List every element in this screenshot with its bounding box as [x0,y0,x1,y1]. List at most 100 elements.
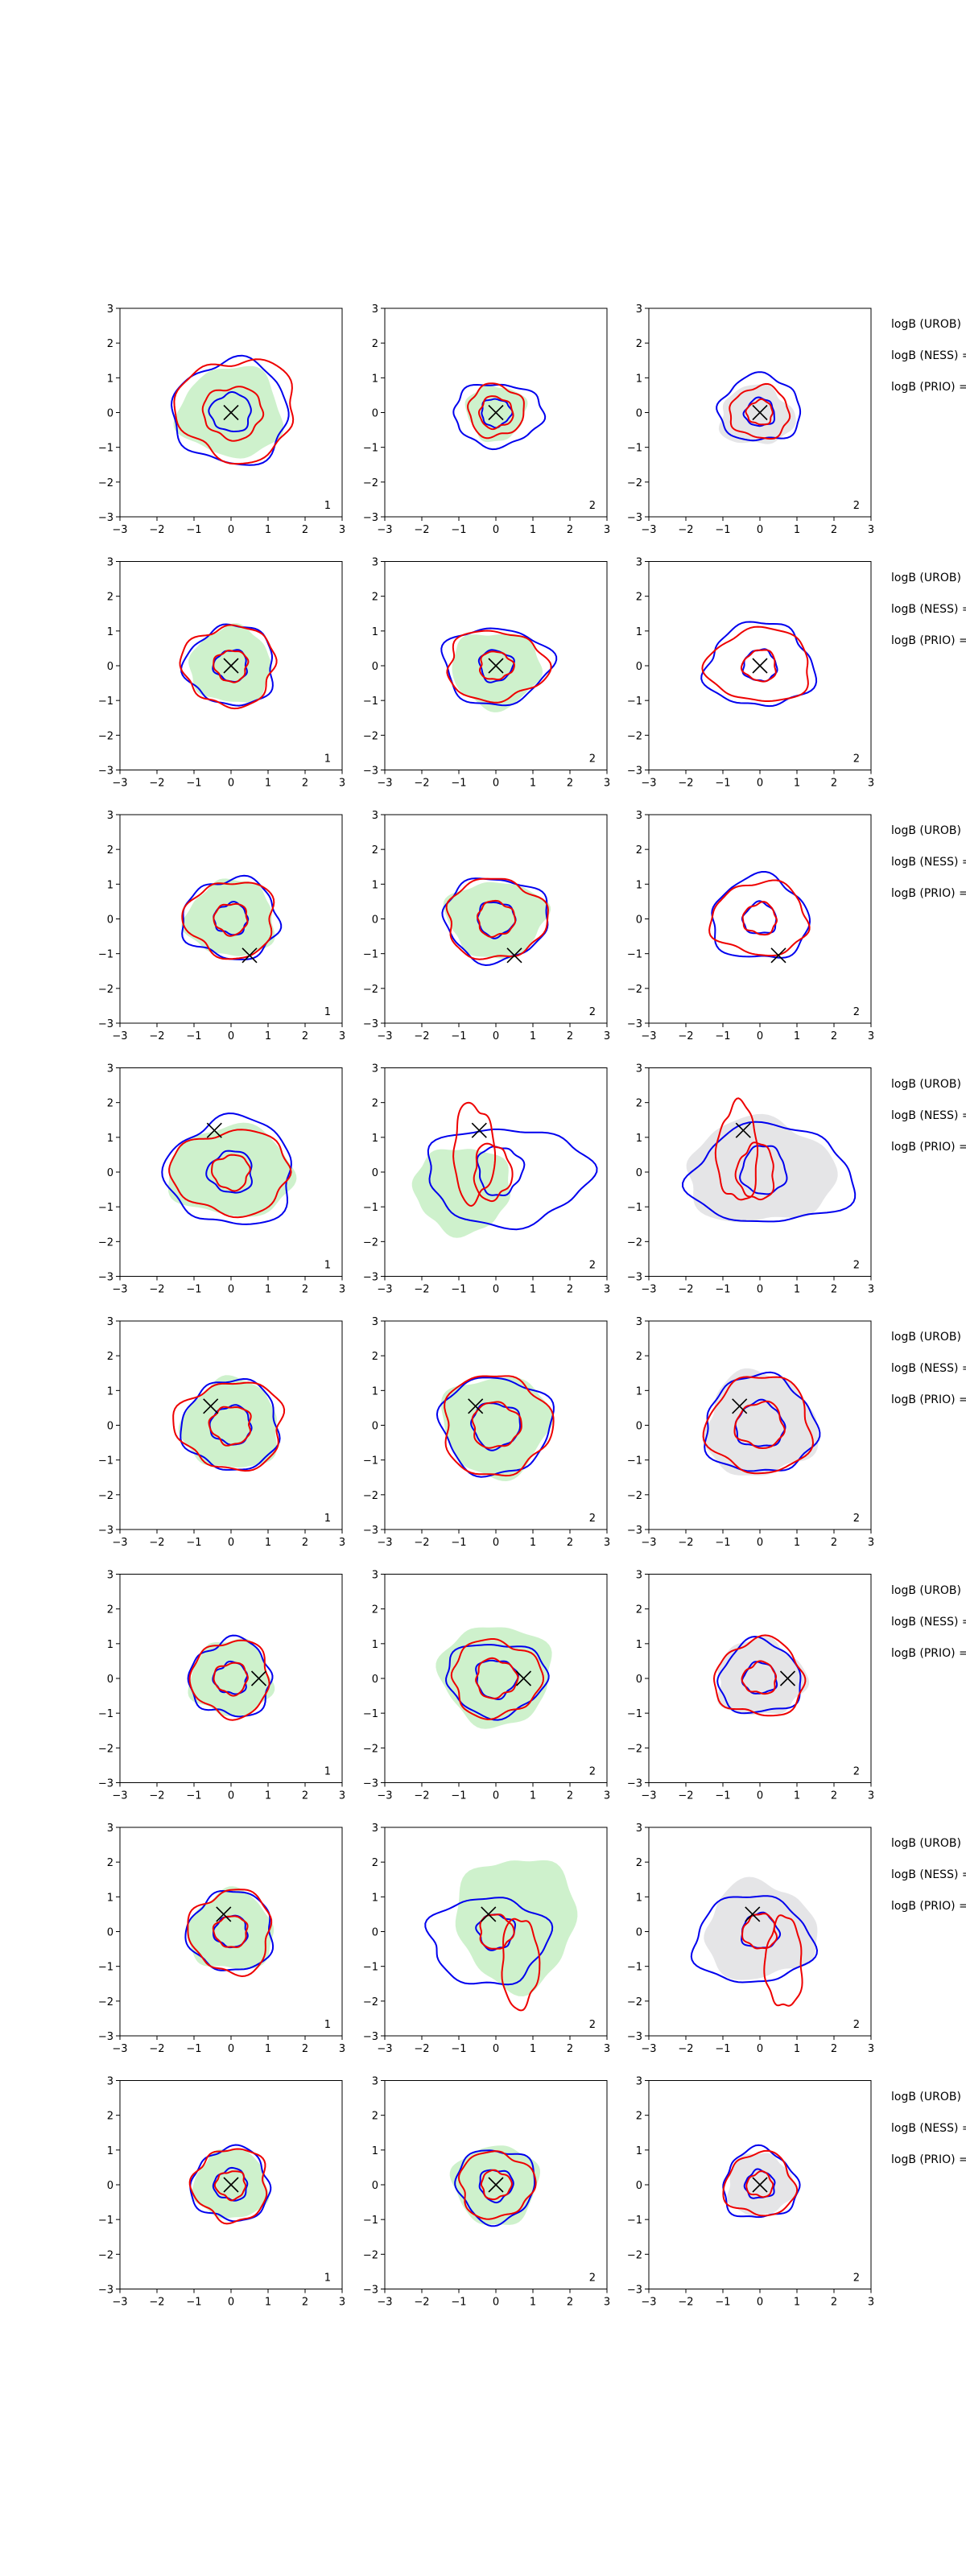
y-tick-label: 2 [636,1604,642,1616]
x-tick-label: 2 [567,2297,573,2309]
x-tick-label: −2 [678,2297,693,2309]
y-tick-label: 0 [107,1421,114,1433]
y-tick-label: 0 [107,661,114,673]
x-tick-label: −3 [641,1790,656,1802]
y-tick-label: −3 [363,1018,378,1030]
y-tick-label: 1 [372,1892,378,1904]
x-tick-label: −2 [414,524,429,536]
x-tick-label: −2 [149,1790,164,1802]
panel-label: 2 [589,1006,596,1018]
red-contour [446,630,552,704]
density-fill [452,634,543,712]
y-tick-label: 2 [107,338,114,350]
y-tick-label: 2 [636,338,642,350]
y-tick-label: 2 [372,1604,378,1616]
y-tick-label: −1 [627,1708,642,1720]
y-tick-label: 3 [372,1823,378,1835]
y-tick-label: 2 [372,844,378,857]
logb-annotation: logB (PRIO) = [891,381,966,394]
y-tick-label: 3 [107,1570,114,1582]
x-tick-label: −1 [451,1790,466,1802]
density-fill [716,1636,810,1715]
y-tick-label: −1 [98,949,114,961]
true-value-marker [488,2177,504,2193]
y-tick-label: 1 [107,879,114,891]
x-tick-label: −2 [414,1284,429,1296]
y-tick-label: 1 [636,2145,642,2157]
y-tick-label: 0 [636,1167,642,1179]
density-fill [178,1375,277,1468]
red-contour [168,1129,292,1219]
blue-contour [427,1128,598,1231]
x-tick-label: −2 [149,778,164,790]
y-tick-label: 3 [107,1316,114,1328]
true-value-marker [223,658,239,674]
y-tick-label: −1 [98,1455,114,1468]
plot-area [722,2144,801,2219]
y-tick-label: 1 [107,1892,114,1904]
y-tick-label: −1 [363,949,378,961]
plot-area [179,623,278,710]
y-tick-label: −1 [98,1962,114,1974]
plot-area [187,1634,275,1721]
red-contour [763,1914,803,2007]
x-tick-label: −2 [414,2043,429,2055]
true-value-marker [735,1122,751,1138]
y-tick-label: −2 [627,1236,642,1249]
x-tick-label: 3 [604,1284,610,1296]
y-tick-label: −3 [627,2285,642,2297]
blue-contour [452,383,547,451]
x-tick-label: 2 [831,1537,837,1549]
plot-area [440,627,558,712]
density-fill [436,1627,552,1729]
red-contour [733,1400,786,1450]
plot-area [424,1860,578,2012]
y-tick-label: 3 [636,1063,642,1075]
red-contour [188,1639,270,1721]
y-tick-label: −1 [627,1202,642,1214]
y-tick-label: −3 [363,2031,378,2043]
y-tick-label: 1 [107,1639,114,1651]
logb-annotation: logB (PRIO) = [891,1140,966,1154]
x-tick-label: 1 [265,2043,271,2055]
y-tick-label: −2 [363,1236,378,1249]
x-tick-label: −1 [451,1537,466,1549]
red-contour [467,382,525,440]
y-tick-label: −1 [363,1708,378,1720]
true-value-marker [506,947,522,964]
y-tick-label: 0 [107,2180,114,2192]
x-tick-label: −2 [149,1537,164,1549]
y-tick-label: 0 [636,1674,642,1686]
red-contour [708,879,811,957]
true-value-marker [242,947,258,964]
x-tick-label: 2 [831,778,837,790]
x-tick-label: 0 [757,524,763,536]
red-contour [473,1142,514,1203]
panel-label: 2 [853,1766,860,1778]
x-tick-label: 2 [302,778,308,790]
red-contour [729,382,791,440]
x-tick-label: 0 [493,1537,499,1549]
x-tick-label: −2 [414,778,429,790]
y-tick-label: −1 [627,1962,642,1974]
y-tick-label: 1 [107,2145,114,2157]
plot-area [188,2144,272,2225]
red-contour [479,650,515,681]
y-tick-label: 0 [636,1927,642,1939]
y-tick-label: −2 [363,2249,378,2261]
panel-label: 2 [589,1766,596,1778]
y-tick-label: 0 [107,1674,114,1686]
y-tick-label: 1 [636,1639,642,1651]
blue-contour [181,874,283,960]
y-tick-label: −3 [98,1018,114,1030]
panel-label: 2 [853,1513,860,1525]
red-contour [702,1376,815,1475]
x-tick-label: −1 [715,2043,730,2055]
